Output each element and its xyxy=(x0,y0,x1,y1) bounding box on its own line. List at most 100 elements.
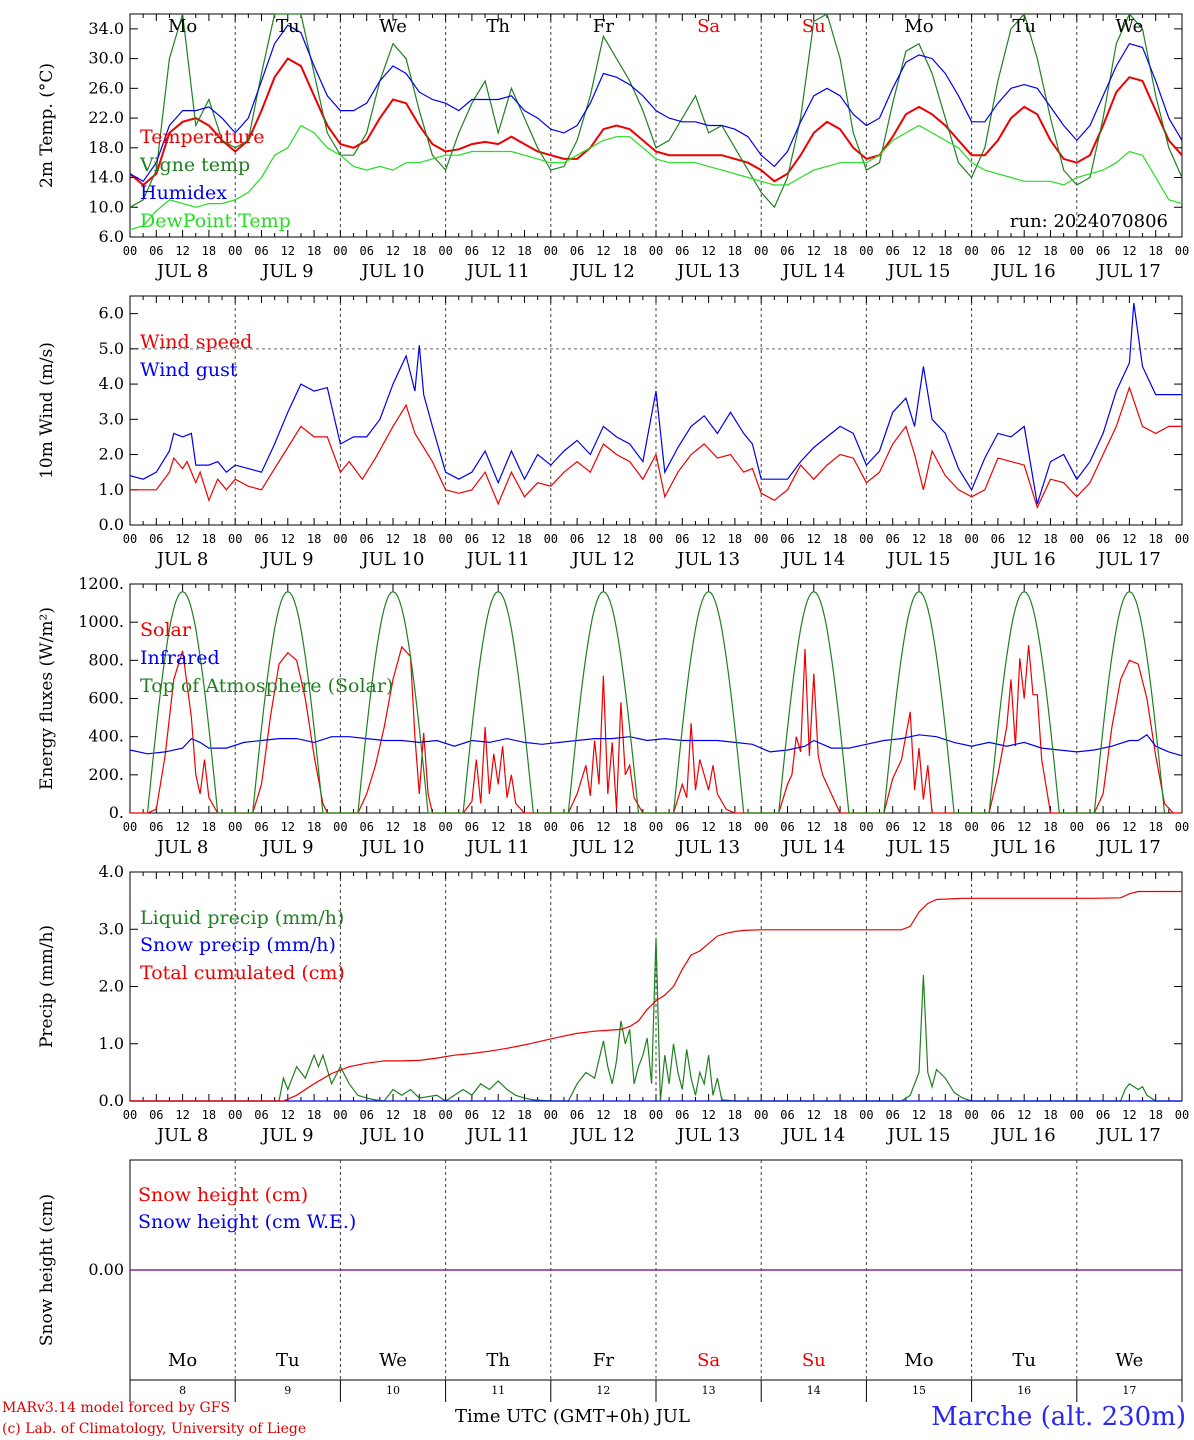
series-line xyxy=(129,24,1183,183)
date-label: JUL 10 xyxy=(360,1125,425,1146)
hour-tick-label: 18 xyxy=(728,532,742,546)
hour-tick-label: 00 xyxy=(1175,244,1189,258)
hour-tick-label: 18 xyxy=(622,820,636,834)
y-tick-label: 22.0 xyxy=(88,108,124,127)
panel-4 xyxy=(129,871,1183,1102)
hour-tick-label: 06 xyxy=(570,1108,584,1122)
hour-tick-label: 18 xyxy=(412,244,426,258)
y-tick-label: 2.0 xyxy=(99,445,124,464)
day-name-label: Mo xyxy=(904,1350,933,1371)
hour-tick-label: 12 xyxy=(386,244,400,258)
hour-tick-label: 12 xyxy=(701,820,715,834)
hour-tick-label: 06 xyxy=(780,244,794,258)
y-tick-label: 400. xyxy=(88,727,124,746)
date-label: JUL 16 xyxy=(991,837,1056,858)
hour-tick-label: 12 xyxy=(807,244,821,258)
day-name-label: Th xyxy=(486,1350,510,1371)
hour-tick-label: 12 xyxy=(281,820,295,834)
hour-tick-label: 06 xyxy=(675,532,689,546)
hour-tick-label: 12 xyxy=(175,820,189,834)
date-label: JUL 12 xyxy=(570,261,635,282)
hour-tick-label: 00 xyxy=(754,244,768,258)
hour-tick-label: 06 xyxy=(254,1108,268,1122)
hour-tick-label: 18 xyxy=(622,244,636,258)
hour-tick-label: 12 xyxy=(175,532,189,546)
panel-3 xyxy=(129,583,1183,814)
date-label: JUL 9 xyxy=(260,1125,314,1146)
hour-tick-label: 12 xyxy=(281,532,295,546)
hour-tick-label: 18 xyxy=(412,532,426,546)
plot-frame xyxy=(129,13,1183,238)
legend-label: Liquid precip (mm/h) xyxy=(140,907,344,929)
y-tick-label: 1.0 xyxy=(99,480,124,499)
hour-tick-label: 06 xyxy=(991,1108,1005,1122)
hour-tick-label: 18 xyxy=(833,820,847,834)
hour-tick-label: 18 xyxy=(728,820,742,834)
hour-tick-label: 18 xyxy=(728,1108,742,1122)
date-label: JUL 8 xyxy=(155,837,209,858)
day-number-label: 8 xyxy=(179,1384,186,1397)
date-label: JUL 8 xyxy=(155,549,209,570)
y-tick-label: 30.0 xyxy=(88,49,124,68)
hour-tick-label: 00 xyxy=(544,820,558,834)
hour-tick-label: 00 xyxy=(438,244,452,258)
hour-tick-label: 00 xyxy=(228,244,242,258)
date-label: JUL 14 xyxy=(780,549,845,570)
day-name-label: Tu xyxy=(276,1350,300,1371)
hour-tick-label: 12 xyxy=(1017,820,1031,834)
y-tick-label: 800. xyxy=(88,650,124,669)
hour-tick-label: 18 xyxy=(202,820,216,834)
hour-tick-label: 00 xyxy=(649,244,663,258)
hour-tick-label: 12 xyxy=(596,532,610,546)
day-number-label: 13 xyxy=(702,1384,716,1397)
hour-tick-label: 18 xyxy=(412,820,426,834)
y-tick-label: 5.0 xyxy=(99,339,124,358)
hour-tick-label: 12 xyxy=(386,1108,400,1122)
hour-tick-label: 18 xyxy=(517,1108,531,1122)
hour-tick-label: 00 xyxy=(649,532,663,546)
hour-tick-label: 12 xyxy=(701,244,715,258)
legend-label: Infrared xyxy=(140,647,220,669)
hour-tick-label: 06 xyxy=(359,820,373,834)
hour-tick-label: 00 xyxy=(1175,532,1189,546)
hour-tick-label: 18 xyxy=(1148,244,1162,258)
hour-tick-label: 12 xyxy=(1122,820,1136,834)
y-tick-label: 4.0 xyxy=(99,374,124,393)
date-label: JUL 17 xyxy=(1096,1125,1161,1146)
hour-tick-label: 06 xyxy=(675,244,689,258)
day-name-label: Th xyxy=(486,16,510,37)
legend-label: Vigne temp xyxy=(139,154,250,176)
date-label: JUL 8 xyxy=(155,1125,209,1146)
y-axis-label: Precip (mm/h) xyxy=(37,925,57,1048)
hour-tick-label: 06 xyxy=(149,820,163,834)
hour-tick-label: 18 xyxy=(202,532,216,546)
hour-tick-label: 18 xyxy=(307,820,321,834)
hour-tick-label: 06 xyxy=(1096,820,1110,834)
y-axis-label: 10m Wind (m/s) xyxy=(37,342,57,479)
hour-tick-label: 06 xyxy=(465,1108,479,1122)
hour-tick-label: 00 xyxy=(1070,1108,1084,1122)
hour-tick-label: 06 xyxy=(359,532,373,546)
hour-tick-label: 00 xyxy=(1070,244,1084,258)
hour-tick-label: 12 xyxy=(386,820,400,834)
hour-tick-label: 00 xyxy=(438,820,452,834)
panel-2 xyxy=(129,295,1183,526)
series-line xyxy=(130,890,1182,1102)
hour-tick-label: 00 xyxy=(123,820,137,834)
legend-label: Temperature xyxy=(140,126,264,148)
hour-tick-label: 18 xyxy=(517,820,531,834)
hour-tick-label: 12 xyxy=(1122,1108,1136,1122)
hour-tick-label: 18 xyxy=(1148,532,1162,546)
hour-tick-label: 06 xyxy=(149,244,163,258)
hour-tick-label: 18 xyxy=(202,1108,216,1122)
legend-label: Snow height (cm W.E.) xyxy=(138,1211,356,1233)
series-line xyxy=(129,733,1183,757)
y-tick-label: 0.0 xyxy=(99,1091,124,1110)
hour-tick-label: 12 xyxy=(807,1108,821,1122)
hour-tick-label: 06 xyxy=(885,532,899,546)
series-line xyxy=(146,590,1166,814)
hour-tick-label: 18 xyxy=(1043,532,1057,546)
hour-tick-label: 00 xyxy=(123,244,137,258)
date-label: JUL 15 xyxy=(886,261,951,282)
